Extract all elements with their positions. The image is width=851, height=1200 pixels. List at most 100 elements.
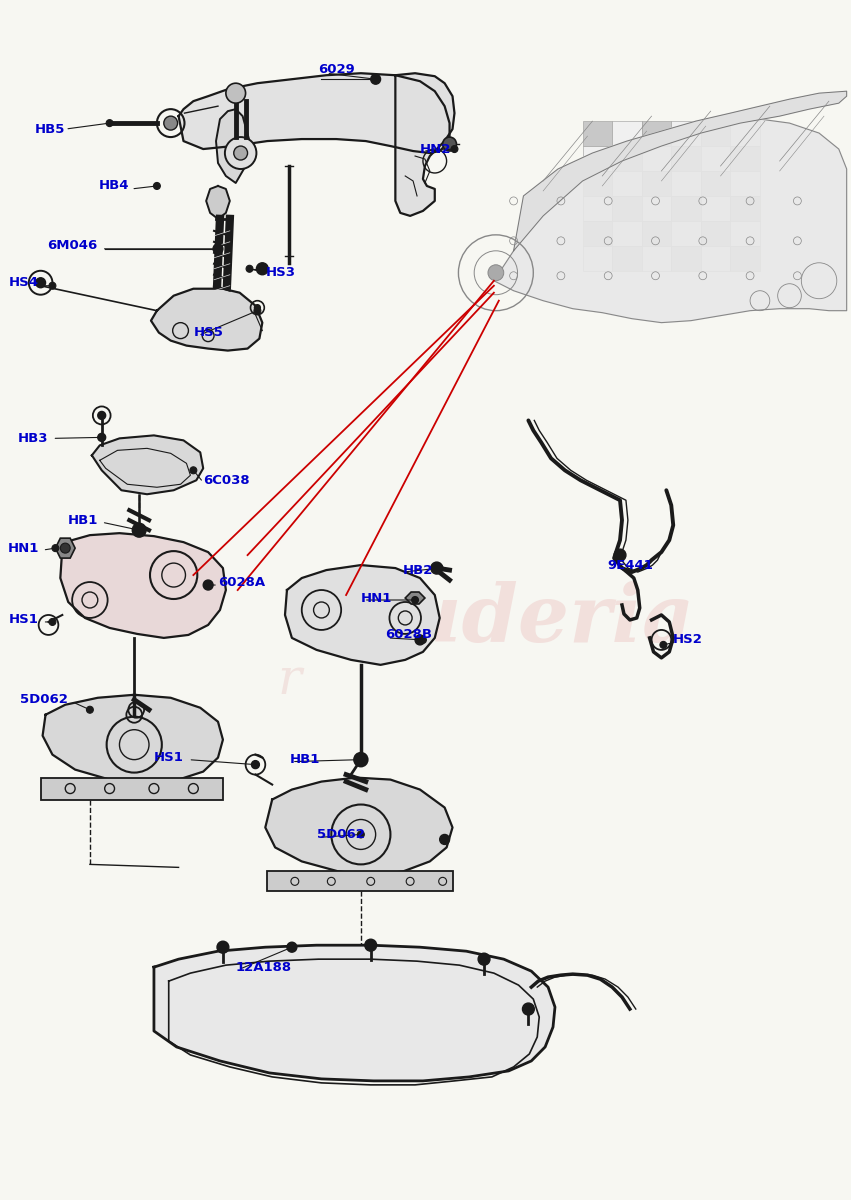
Bar xyxy=(701,170,730,196)
Circle shape xyxy=(420,636,426,643)
Circle shape xyxy=(354,752,368,767)
Circle shape xyxy=(214,245,221,252)
Circle shape xyxy=(254,307,261,314)
Bar xyxy=(701,246,730,271)
Bar xyxy=(612,221,642,246)
Circle shape xyxy=(36,277,46,288)
Text: HB5: HB5 xyxy=(35,122,66,136)
Circle shape xyxy=(163,116,178,130)
Text: HS1: HS1 xyxy=(9,613,38,626)
Circle shape xyxy=(132,523,146,538)
Circle shape xyxy=(437,564,443,571)
Circle shape xyxy=(49,282,56,289)
Circle shape xyxy=(246,265,253,272)
Bar xyxy=(730,221,760,246)
Text: HB2: HB2 xyxy=(403,564,434,576)
Text: HN1: HN1 xyxy=(8,541,38,554)
Bar xyxy=(612,121,642,146)
Text: HS2: HS2 xyxy=(673,634,703,647)
Text: HN2: HN2 xyxy=(420,143,451,156)
Circle shape xyxy=(431,562,443,574)
Circle shape xyxy=(203,580,213,590)
Text: r: r xyxy=(277,655,301,704)
Circle shape xyxy=(52,545,59,552)
Circle shape xyxy=(49,618,56,625)
Text: 5D062: 5D062 xyxy=(317,828,364,841)
Text: 6029: 6029 xyxy=(318,62,355,76)
Circle shape xyxy=(98,434,106,440)
Circle shape xyxy=(412,596,419,604)
Circle shape xyxy=(213,244,223,254)
Bar xyxy=(642,196,671,221)
Circle shape xyxy=(365,940,377,952)
Bar xyxy=(583,246,612,271)
Bar xyxy=(583,146,612,170)
Polygon shape xyxy=(216,109,249,182)
Polygon shape xyxy=(206,186,230,218)
Polygon shape xyxy=(43,695,223,784)
Bar xyxy=(642,221,671,246)
Circle shape xyxy=(98,412,106,420)
Bar xyxy=(730,121,760,146)
Circle shape xyxy=(660,642,667,648)
Text: 6M046: 6M046 xyxy=(48,239,98,252)
Circle shape xyxy=(523,1003,534,1015)
Text: HS1: HS1 xyxy=(154,751,184,764)
Circle shape xyxy=(371,74,380,84)
Bar xyxy=(701,221,730,246)
Polygon shape xyxy=(92,436,203,494)
Polygon shape xyxy=(266,778,453,875)
Bar xyxy=(671,196,701,221)
Circle shape xyxy=(372,76,379,83)
Bar xyxy=(730,246,760,271)
Circle shape xyxy=(234,146,248,160)
Circle shape xyxy=(287,942,297,952)
Polygon shape xyxy=(41,778,223,799)
Circle shape xyxy=(252,761,260,769)
Circle shape xyxy=(60,544,70,553)
Bar xyxy=(642,121,671,146)
Text: HB1: HB1 xyxy=(290,754,320,766)
Polygon shape xyxy=(405,592,425,604)
Bar xyxy=(612,170,642,196)
Text: HB1: HB1 xyxy=(67,514,98,527)
Circle shape xyxy=(478,953,490,965)
Bar xyxy=(701,121,730,146)
Circle shape xyxy=(617,552,624,558)
Circle shape xyxy=(614,550,626,562)
Circle shape xyxy=(488,265,504,281)
Circle shape xyxy=(440,834,449,845)
Bar xyxy=(701,146,730,170)
Circle shape xyxy=(256,263,268,275)
Text: 9E441: 9E441 xyxy=(608,558,653,571)
Text: Scuderia: Scuderia xyxy=(297,581,695,659)
Circle shape xyxy=(357,830,364,838)
Bar xyxy=(642,246,671,271)
Bar xyxy=(671,221,701,246)
Bar xyxy=(612,146,642,170)
Bar xyxy=(730,170,760,196)
Text: 5D062: 5D062 xyxy=(20,694,68,707)
Bar xyxy=(730,146,760,170)
Bar xyxy=(583,170,612,196)
Text: 6C038: 6C038 xyxy=(203,474,250,487)
Bar xyxy=(612,196,642,221)
Polygon shape xyxy=(60,533,226,638)
Circle shape xyxy=(153,182,160,190)
Circle shape xyxy=(106,120,113,126)
Circle shape xyxy=(135,527,143,534)
Polygon shape xyxy=(151,289,262,350)
Text: HN1: HN1 xyxy=(361,592,392,605)
Bar xyxy=(671,246,701,271)
Polygon shape xyxy=(267,871,453,892)
Text: HB4: HB4 xyxy=(99,180,129,192)
Bar xyxy=(583,196,612,221)
Bar xyxy=(671,170,701,196)
Circle shape xyxy=(288,943,295,950)
Circle shape xyxy=(190,467,197,474)
Text: HS4: HS4 xyxy=(9,276,38,289)
Polygon shape xyxy=(179,73,449,154)
Text: 6028B: 6028B xyxy=(386,629,432,642)
Circle shape xyxy=(225,137,256,169)
Circle shape xyxy=(217,941,229,953)
